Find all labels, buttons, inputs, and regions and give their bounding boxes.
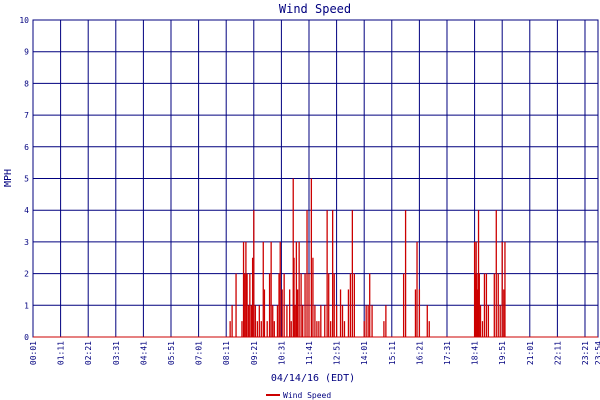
x-tick-label: 07:01	[195, 341, 204, 365]
x-tick-label: 12:51	[333, 341, 342, 365]
x-tick-label: 08:11	[222, 341, 231, 365]
x-axis-ticks: 00:01 01:11 02:21 03:31 04:41 05:51 07:01 08:11…	[29, 341, 600, 365]
x-tick-label: 14:01	[360, 341, 369, 365]
x-tick-label: 15:11	[388, 341, 397, 365]
x-tick-label: 23:54	[594, 341, 600, 365]
y-axis-ticks: 0 1 2 3 4 5 6 7 8 9 10	[19, 16, 29, 342]
y-axis-label: MPH	[3, 169, 14, 187]
x-tick-label: 23:21	[581, 341, 590, 365]
x-axis-label: 04/14/16 (EDT)	[271, 373, 355, 384]
legend: Wind Speed	[266, 391, 331, 400]
x-tick-label: 05:51	[167, 341, 176, 365]
x-tick-label: 22:11	[553, 341, 562, 365]
y-tick-label: 8	[24, 79, 29, 88]
y-tick-label: 3	[24, 238, 29, 247]
x-tick-label: 04:41	[139, 341, 148, 365]
series-bars	[33, 178, 598, 338]
x-tick-label: 03:31	[112, 341, 121, 365]
y-tick-label: 0	[24, 333, 29, 342]
chart-title: Wind Speed	[279, 2, 351, 16]
y-tick-label: 2	[24, 270, 29, 279]
x-tick-label: 09:21	[250, 341, 259, 365]
y-tick-label: 4	[24, 206, 29, 215]
x-tick-label: 11:41	[305, 341, 314, 365]
x-tick-label: 21:01	[526, 341, 535, 365]
x-tick-label: 19:51	[498, 341, 507, 365]
x-tick-label: 00:01	[29, 341, 38, 365]
y-tick-label: 7	[24, 111, 29, 120]
y-tick-label: 5	[24, 175, 29, 184]
x-tick-label: 10:31	[277, 341, 286, 365]
y-tick-label: 1	[24, 301, 29, 310]
x-tick-label: 02:21	[84, 341, 93, 365]
x-tick-label: 01:11	[57, 341, 66, 365]
x-tick-label: 16:21	[415, 341, 424, 365]
y-tick-label: 6	[24, 143, 29, 152]
x-tick-label: 18:41	[471, 341, 480, 365]
legend-label: Wind Speed	[283, 391, 331, 400]
x-tick-label: 17:31	[443, 341, 452, 365]
y-tick-label: 9	[24, 48, 29, 57]
y-tick-label: 10	[19, 16, 29, 25]
